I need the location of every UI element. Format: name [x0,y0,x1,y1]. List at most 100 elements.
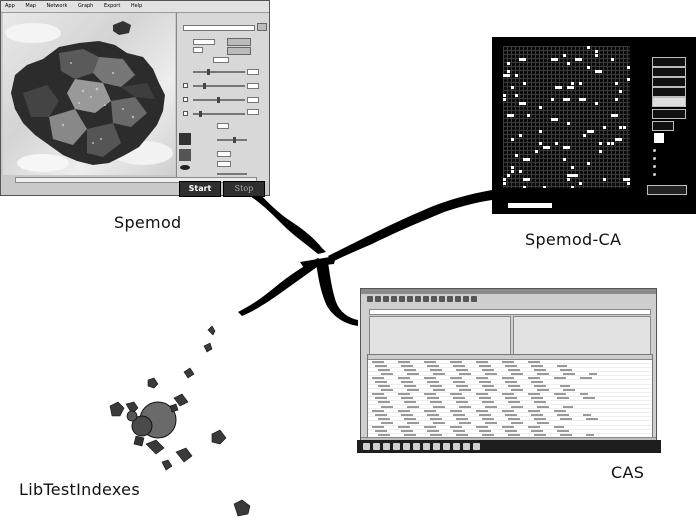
toolbar-icon[interactable] [463,296,469,302]
table-row[interactable] [368,380,652,385]
slider-knob-2[interactable] [203,83,206,89]
slider-knob-3[interactable] [217,97,220,103]
table-row[interactable] [368,364,652,369]
ca-button-3[interactable] [652,77,686,87]
taskbar-icon[interactable] [443,443,450,450]
generate-button[interactable] [227,38,251,46]
table-row[interactable] [368,430,652,434]
steps-field[interactable] [193,47,203,53]
value-field-6[interactable] [217,161,231,167]
taskbar-icon[interactable] [423,443,430,450]
menu-graph[interactable]: Graph [78,3,94,9]
ca-radio-1[interactable] [653,149,656,152]
taskbar-icon[interactable] [433,443,440,450]
table-row[interactable] [368,409,652,414]
ca-radio-4[interactable] [653,173,656,176]
slider-4[interactable] [193,113,245,115]
toolbar-icon[interactable] [375,296,381,302]
ca-select[interactable] [652,87,686,97]
taskbar-icon[interactable] [453,443,460,450]
stop-button[interactable]: Stop [223,181,265,197]
ca-field[interactable] [652,97,686,107]
menu-export[interactable]: Export [103,3,121,9]
taskbar-icon[interactable] [373,443,380,450]
taskbar-icon[interactable] [403,443,410,450]
taskbar-icon[interactable] [363,443,370,450]
slider-6[interactable] [217,173,247,175]
table-row[interactable] [368,397,652,401]
table-row[interactable] [368,368,652,373]
ca-color-swatch[interactable] [654,133,664,143]
slider-knob-reproduction[interactable] [207,69,210,75]
toolbar-icon[interactable] [471,296,477,302]
table-row[interactable] [368,426,652,430]
toolbar-icon[interactable] [447,296,453,302]
slider-5[interactable] [217,139,247,141]
cellular-automaton-grid[interactable] [503,46,634,189]
toolbar-icon[interactable] [455,296,461,302]
replicates-field[interactable] [193,39,215,45]
menu-map[interactable]: Map [25,3,36,9]
value-field-1[interactable] [247,69,259,75]
time-field[interactable] [217,123,229,129]
taskbar-icon[interactable] [413,443,420,450]
toolbar-icon[interactable] [399,296,405,302]
value-field-4[interactable] [247,109,259,115]
ca-bottom-button[interactable] [647,185,687,195]
toolbar-icon[interactable] [383,296,389,302]
table-row[interactable] [368,385,652,389]
menu-app[interactable]: App [5,3,15,9]
taskbar-icon[interactable] [383,443,390,450]
table-row[interactable] [368,401,652,406]
table-row[interactable] [368,405,652,410]
table-row[interactable] [368,360,652,365]
ca-button-5[interactable] [652,121,674,131]
slider-reproduction[interactable] [193,71,245,73]
cas-text-area-right[interactable] [513,316,651,358]
table-row[interactable] [368,372,652,377]
ca-button-2[interactable] [652,67,686,77]
cas-path-field[interactable] [369,309,651,315]
spemod-map-view[interactable] [3,13,175,175]
table-row[interactable] [368,417,652,422]
value-field-2[interactable] [247,83,259,89]
checkbox-3[interactable] [183,111,188,116]
toolbar-icon[interactable] [391,296,397,302]
table-row[interactable] [368,389,652,393]
slider-2[interactable] [193,85,245,87]
table-row[interactable] [368,376,652,381]
toolbar-icon[interactable] [407,296,413,302]
ca-radio-3[interactable] [653,165,656,168]
toolbar-icon[interactable] [439,296,445,302]
menu-network[interactable]: Network [46,3,68,9]
species-icon-2 [179,149,191,161]
ca-radio-2[interactable] [653,157,656,160]
toolbar-icon[interactable] [431,296,437,302]
cas-text-area-left[interactable] [369,316,511,358]
toolbar-icon[interactable] [415,296,421,302]
value-field-3[interactable] [247,97,259,103]
browse-button[interactable] [257,23,267,31]
start-button[interactable]: Start [179,181,221,197]
ca-scrollbar[interactable] [508,203,552,208]
table-row[interactable] [368,413,652,418]
taskbar-icon[interactable] [463,443,470,450]
toolbar-icon[interactable] [367,296,373,302]
dispersal-field[interactable] [213,57,229,63]
ca-button-4[interactable] [652,109,686,119]
init-button[interactable] [227,47,251,55]
checkbox-2[interactable] [183,97,188,102]
ca-button-1[interactable] [652,57,686,67]
taskbar-icon[interactable] [473,443,480,450]
taskbar-icon[interactable] [393,443,400,450]
menu-help[interactable]: Help [130,3,143,9]
checkbox-1[interactable] [183,83,188,88]
toolbar-icon[interactable] [423,296,429,302]
slider-knob-5[interactable] [233,137,236,143]
table-row[interactable] [368,434,652,437]
file-path-field[interactable] [183,25,255,31]
table-row[interactable] [368,421,652,426]
slider-knob-4[interactable] [199,111,202,117]
table-row[interactable] [368,393,652,397]
value-field-5[interactable] [217,151,231,157]
